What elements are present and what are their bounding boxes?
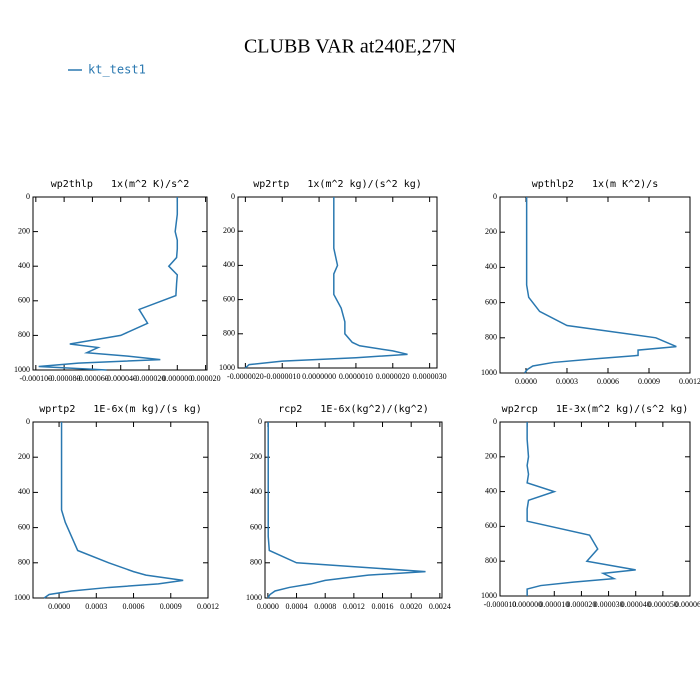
x-tick-label: 0.0020	[400, 602, 422, 611]
y-tick-label: 800	[485, 333, 497, 342]
x-tick-label: 0.0006	[123, 602, 145, 611]
y-tick-label: 1000	[246, 593, 262, 602]
y-tick-label: 1000	[14, 365, 30, 374]
x-tick-label: 0.0016	[372, 602, 394, 611]
y-tick-label: 600	[18, 522, 30, 531]
plot-title: wp2thlp 1x(m^2 K)/s^2	[51, 179, 189, 190]
x-tick-label: -0.0000020	[227, 372, 264, 381]
x-tick-label: -0.000020	[133, 374, 166, 383]
y-tick-label: 200	[485, 452, 497, 461]
x-tick-label: 0.0000020	[376, 372, 410, 381]
plot-frame	[32, 421, 209, 599]
plot-frame	[237, 196, 438, 369]
y-tick-label: 0	[258, 417, 262, 426]
y-tick-label: 0	[26, 417, 30, 426]
y-tick-label: 0	[493, 192, 497, 201]
x-tick-label: 0.0009	[160, 602, 182, 611]
y-tick-label: 400	[485, 262, 497, 271]
x-tick-label: 0.0008	[314, 602, 336, 611]
x-tick-label: 0.000050	[648, 600, 678, 609]
y-tick-label: 800	[250, 558, 262, 567]
y-tick-label: 1000	[14, 593, 30, 602]
profile-line	[524, 197, 677, 374]
x-tick-label: 0.000000	[162, 374, 192, 383]
plot-frame	[32, 196, 208, 371]
profile-line	[38, 197, 179, 371]
x-tick-label: 0.0000030	[413, 372, 447, 381]
y-tick-label: 200	[18, 226, 30, 235]
y-tick-label: 600	[485, 297, 497, 306]
y-tick-label: 600	[223, 294, 235, 303]
y-tick-label: 800	[18, 558, 30, 567]
x-tick-label: -0.000040	[104, 374, 137, 383]
x-tick-label: 0.0009	[638, 377, 660, 386]
x-tick-label: 0.0000000	[302, 372, 336, 381]
y-tick-label: 600	[485, 521, 497, 530]
plot-title: wprtp2 1E-6x(m kg)/(s kg)	[39, 404, 202, 415]
plot-frame	[499, 196, 691, 374]
y-tick-label: 200	[485, 227, 497, 236]
x-tick-label: 0.0003	[556, 377, 578, 386]
x-tick-label: 0.0000	[48, 602, 70, 611]
x-tick-label: 0.000030	[594, 600, 624, 609]
y-tick-label: 600	[18, 296, 30, 305]
x-tick-label: 0.000000	[512, 600, 542, 609]
x-tick-label: 0.0004	[286, 602, 308, 611]
x-tick-label: -0.000010	[484, 600, 517, 609]
x-tick-label: -0.000060	[76, 374, 109, 383]
x-tick-label: 0.0012	[679, 377, 700, 386]
y-tick-label: 0	[26, 192, 30, 201]
y-tick-label: 800	[485, 556, 497, 565]
y-tick-label: 800	[18, 330, 30, 339]
legend-label: kt_test1	[88, 63, 146, 77]
y-tick-label: 400	[18, 487, 30, 496]
y-tick-label: 400	[485, 486, 497, 495]
x-tick-label: 0.0000	[257, 602, 279, 611]
x-tick-label: -0.000080	[48, 374, 81, 383]
figure-title: CLUBB VAR at240E,27N	[244, 36, 456, 58]
x-tick-label: -0.0000010	[264, 372, 301, 381]
plot-title: wp2rcp 1E-3x(m^2 kg)/(s^2 kg)	[502, 404, 689, 415]
profile-line	[43, 422, 184, 599]
y-tick-label: 0	[231, 192, 235, 201]
x-tick-label: 0.000060	[675, 600, 700, 609]
y-tick-label: 200	[250, 452, 262, 461]
x-tick-label: 0.0012	[197, 602, 219, 611]
x-tick-label: 0.0024	[429, 602, 451, 611]
x-tick-label: 0.000040	[621, 600, 651, 609]
profile-line	[267, 422, 426, 599]
x-tick-label: 0.0000	[515, 377, 537, 386]
y-tick-label: 200	[18, 452, 30, 461]
profile-line	[526, 422, 636, 596]
x-tick-label: 0.0012	[343, 602, 365, 611]
x-tick-label: 0.0000010	[339, 372, 373, 381]
x-tick-label: 0.000010	[539, 600, 569, 609]
y-tick-label: 200	[223, 226, 235, 235]
x-tick-label: 0.000020	[191, 374, 221, 383]
x-tick-label: 0.0006	[597, 377, 619, 386]
y-tick-label: 400	[18, 261, 30, 270]
y-tick-label: 1000	[481, 591, 497, 600]
x-tick-label: 0.000020	[566, 600, 596, 609]
profile-line	[244, 197, 408, 369]
y-tick-label: 400	[250, 487, 262, 496]
plot-title: wpthlp2 1x(m K^2)/s	[532, 179, 658, 190]
y-tick-label: 400	[223, 260, 235, 269]
plot-title: wp2rtp 1x(m^2 kg)/(s^2 kg)	[253, 179, 422, 190]
x-tick-label: -0.000100	[19, 374, 52, 383]
y-tick-label: 0	[493, 417, 497, 426]
x-tick-label: 0.0003	[85, 602, 107, 611]
plot-frame	[499, 421, 691, 597]
y-tick-label: 600	[250, 522, 262, 531]
y-tick-label: 800	[223, 329, 235, 338]
plot-title: rcp2 1E-6x(kg^2)/(kg^2)	[278, 404, 429, 415]
y-tick-label: 1000	[219, 363, 235, 372]
y-tick-label: 1000	[481, 368, 497, 377]
